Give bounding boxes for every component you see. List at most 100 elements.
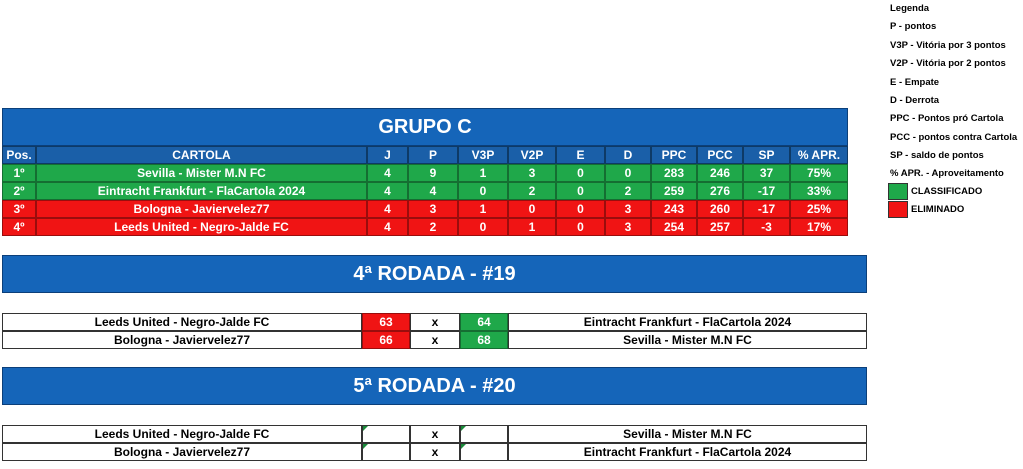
column-header: PCC — [697, 146, 743, 164]
comment-marker — [363, 426, 368, 431]
column-header: E — [556, 146, 605, 164]
table-cell: 4 — [408, 182, 458, 200]
table-cell: 3 — [605, 200, 651, 218]
table-cell: 4 — [367, 218, 408, 236]
match-cell: 66 — [362, 331, 410, 349]
match-cell: Sevilla - Mister M.N FC — [508, 331, 867, 349]
match-cell: 68 — [460, 331, 508, 349]
table-cell: 2 — [408, 218, 458, 236]
match-cell: Eintracht Frankfurt - FlaCartola 2024 — [508, 443, 867, 461]
table-cell: 4º — [2, 218, 36, 236]
match-cell: 63 — [362, 313, 410, 331]
table-cell: 257 — [697, 218, 743, 236]
table-cell: 0 — [605, 164, 651, 182]
table-cell: Eintracht Frankfurt - FlaCartola 2024 — [36, 182, 367, 200]
column-header: J — [367, 146, 408, 164]
match-cell — [460, 425, 508, 443]
legend-status: ELIMINADO — [911, 204, 964, 215]
table-cell: 283 — [651, 164, 697, 182]
table-cell: 17% — [790, 218, 848, 236]
table-cell: 2 — [508, 182, 556, 200]
round-title: 4ª RODADA - #19 — [2, 255, 867, 293]
column-header: D — [605, 146, 651, 164]
match-cell: Leeds United - Negro-Jalde FC — [2, 425, 362, 443]
legend-item: D - Derrota — [890, 95, 939, 106]
table-cell: 1 — [508, 218, 556, 236]
match-cell: Bologna - Javiervelez77 — [2, 443, 362, 461]
table-cell: 0 — [556, 218, 605, 236]
match-cell: x — [410, 313, 460, 331]
table-cell: 0 — [556, 164, 605, 182]
match-cell: Leeds United - Negro-Jalde FC — [2, 313, 362, 331]
match-cell — [362, 443, 410, 461]
group-title: GRUPO C — [2, 108, 848, 146]
column-header: Pos. — [2, 146, 36, 164]
table-cell: 3º — [2, 200, 36, 218]
column-header: PPC — [651, 146, 697, 164]
table-cell: 25% — [790, 200, 848, 218]
legend-item: % APR. - Aproveitamento — [890, 168, 1004, 179]
column-header: V2P — [508, 146, 556, 164]
table-cell: 3 — [508, 164, 556, 182]
table-cell: 260 — [697, 200, 743, 218]
table-cell: 37 — [743, 164, 790, 182]
legend-status: CLASSIFICADO — [911, 186, 982, 197]
table-cell: 9 — [408, 164, 458, 182]
legend-swatch — [888, 201, 908, 218]
legend-item: E - Empate — [890, 77, 939, 88]
legend-item: P - pontos — [890, 21, 936, 32]
table-cell: 1 — [458, 200, 508, 218]
table-cell: Leeds United - Negro-Jalde FC — [36, 218, 367, 236]
column-header: V3P — [458, 146, 508, 164]
match-cell: Sevilla - Mister M.N FC — [508, 425, 867, 443]
table-cell: 276 — [697, 182, 743, 200]
legend-item: SP - saldo de pontos — [890, 150, 984, 161]
table-cell: 1º — [2, 164, 36, 182]
legend-swatch — [888, 183, 908, 200]
table-cell: Sevilla - Mister M.N FC — [36, 164, 367, 182]
table-cell: 3 — [605, 218, 651, 236]
table-cell: 243 — [651, 200, 697, 218]
match-cell: x — [410, 425, 460, 443]
table-cell: Bologna - Javiervelez77 — [36, 200, 367, 218]
round-title: 5ª RODADA - #20 — [2, 367, 867, 405]
table-cell: 2 — [605, 182, 651, 200]
column-header: SP — [743, 146, 790, 164]
match-cell: Bologna - Javiervelez77 — [2, 331, 362, 349]
table-cell: 246 — [697, 164, 743, 182]
table-cell: 33% — [790, 182, 848, 200]
match-cell: x — [410, 443, 460, 461]
column-header: % APR. — [790, 146, 848, 164]
legend-item: PCC - pontos contra Cartola — [890, 132, 1017, 143]
table-cell: -17 — [743, 182, 790, 200]
table-cell: 4 — [367, 164, 408, 182]
table-cell: 254 — [651, 218, 697, 236]
table-cell: 4 — [367, 182, 408, 200]
legend-item: V3P - Vitória por 3 pontos — [890, 40, 1006, 51]
table-cell: 2º — [2, 182, 36, 200]
table-cell: 0 — [508, 200, 556, 218]
table-cell: 3 — [408, 200, 458, 218]
table-cell: 1 — [458, 164, 508, 182]
column-header: CARTOLA — [36, 146, 367, 164]
comment-marker — [461, 426, 466, 431]
table-cell: 0 — [458, 182, 508, 200]
comment-marker — [461, 444, 466, 449]
table-cell: 0 — [556, 200, 605, 218]
table-cell: 259 — [651, 182, 697, 200]
match-cell: 64 — [460, 313, 508, 331]
table-cell: 75% — [790, 164, 848, 182]
match-cell: x — [410, 331, 460, 349]
table-cell: 4 — [367, 200, 408, 218]
table-cell: -17 — [743, 200, 790, 218]
legend-item: V2P - Vitória por 2 pontos — [890, 58, 1006, 69]
match-cell — [460, 443, 508, 461]
comment-marker — [363, 444, 368, 449]
legend-item: PPC - Pontos pró Cartola — [890, 113, 1003, 124]
table-cell: -3 — [743, 218, 790, 236]
column-header: P — [408, 146, 458, 164]
legend-title: Legenda — [890, 3, 929, 14]
match-cell: Eintracht Frankfurt - FlaCartola 2024 — [508, 313, 867, 331]
match-cell — [362, 425, 410, 443]
